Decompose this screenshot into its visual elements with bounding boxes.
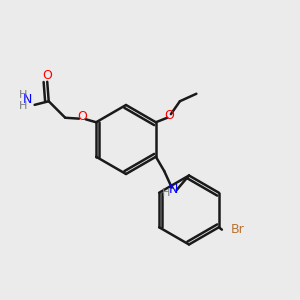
Text: H: H bbox=[18, 90, 27, 100]
Text: N: N bbox=[23, 93, 32, 106]
Text: Br: Br bbox=[231, 223, 244, 236]
Text: O: O bbox=[42, 69, 52, 82]
Text: N: N bbox=[169, 183, 178, 196]
Text: O: O bbox=[77, 110, 87, 123]
Text: H: H bbox=[18, 101, 27, 111]
Text: O: O bbox=[165, 109, 175, 122]
Text: H: H bbox=[162, 188, 171, 198]
